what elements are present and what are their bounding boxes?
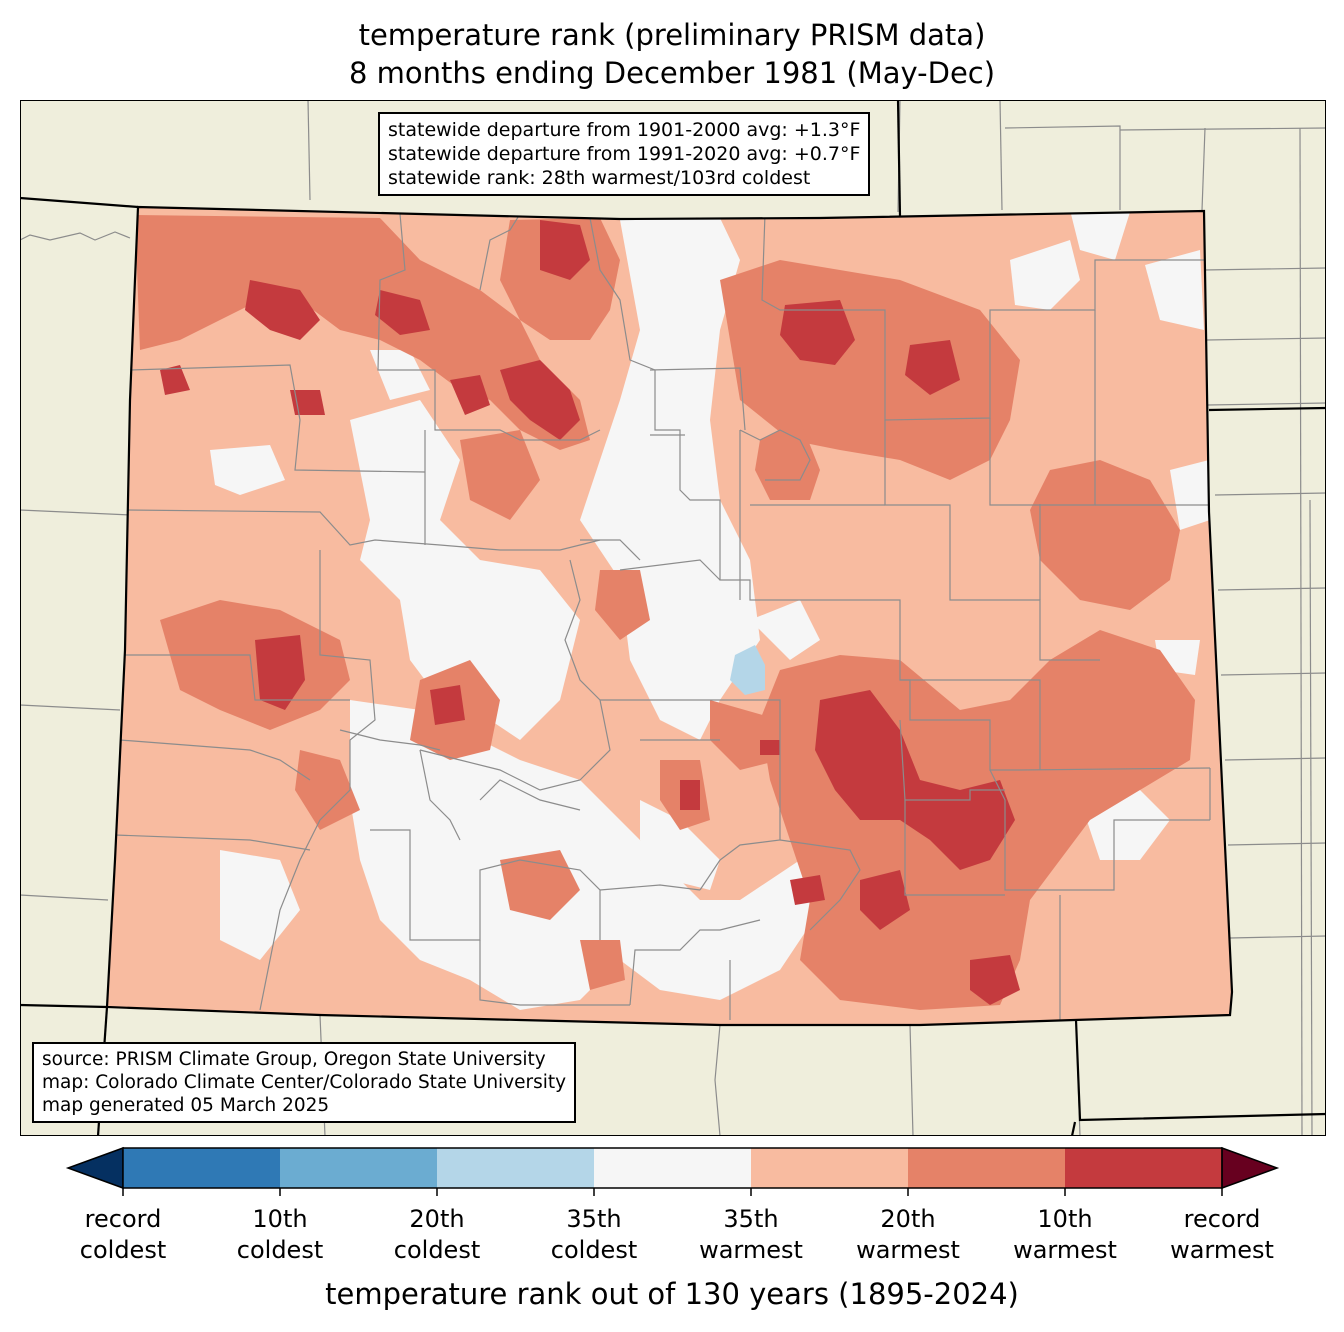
statewide-rank: statewide rank: 28th warmest/103rd colde…: [388, 167, 811, 189]
departure-1991-2020: statewide departure from 1991-2020 avg: …: [388, 143, 861, 165]
colorbar-20th-10th-warmest: [908, 1148, 1065, 1188]
colorbar-35th-20th-warmest: [751, 1148, 908, 1188]
tick-35th-warmest: 35th warmest: [699, 1205, 803, 1264]
colorbar-10th-record-warmest: [1065, 1148, 1222, 1188]
colorbar-near-normal: [594, 1148, 751, 1188]
colorbar-record-10th-coldest: [123, 1148, 280, 1188]
credits-box: source: PRISM Climate Group, Oregon Stat…: [32, 1042, 577, 1123]
tick-20th-warmest: 20th warmest: [856, 1205, 960, 1264]
tick-35th-coldest: 35th coldest: [550, 1205, 638, 1264]
map-title-line1: temperature rank (preliminary PRISM data…: [358, 18, 986, 52]
colorbar-axis-label: temperature rank out of 130 years (1895-…: [325, 1277, 1019, 1311]
credit-source: source: PRISM Climate Group, Oregon Stat…: [42, 1049, 546, 1070]
colorbar: [65, 1146, 1280, 1196]
colorbar-extend-cold: [65, 1146, 124, 1190]
tick-20th-coldest: 20th coldest: [393, 1205, 481, 1264]
neighbor-state-borders: [20, 100, 1326, 1136]
credit-generated: map generated 05 March 2025: [42, 1095, 330, 1116]
colorado-state-border: [105, 205, 1234, 1027]
colorado-temperature-rank-map: [20, 100, 1326, 1136]
map-title-line2: 8 months ending December 1981 (May-Dec): [348, 56, 996, 90]
tick-10th-warmest: 10th warmest: [1013, 1205, 1117, 1264]
tick-10th-coldest: 10th coldest: [236, 1205, 324, 1264]
credit-map: map: Colorado Climate Center/Colorado St…: [42, 1072, 567, 1093]
colorbar-20th-35th-coldest: [437, 1148, 594, 1188]
departure-1901-2000: statewide departure from 1901-2000 avg: …: [388, 119, 861, 141]
colorbar-extend-warm: [1221, 1146, 1280, 1190]
colorbar-10th-20th-coldest: [280, 1148, 437, 1188]
tick-record-warmest: record warmest: [1170, 1205, 1274, 1264]
tick-record-coldest: record coldest: [79, 1205, 167, 1264]
temperature-rank-field: [107, 207, 1232, 1025]
statewide-stats-box: statewide departure from 1901-2000 avg: …: [378, 112, 871, 196]
